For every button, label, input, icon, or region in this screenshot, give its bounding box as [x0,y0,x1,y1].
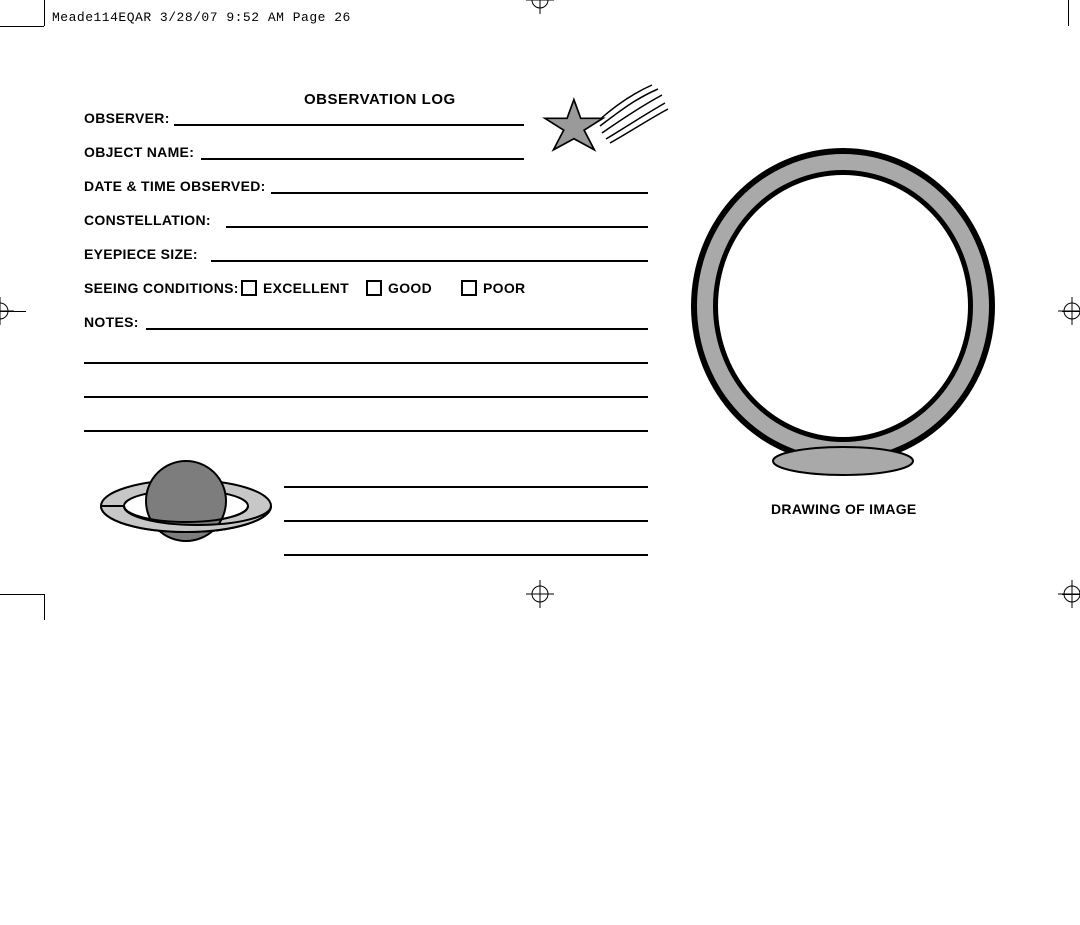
shooting-star-icon [540,81,670,181]
label-date-time: DATE & TIME OBSERVED: [84,178,266,194]
label-constellation: CONSTELLATION: [84,212,211,228]
checkbox-good[interactable]: GOOD [366,280,432,297]
saturn-icon [96,456,276,556]
crop-mark [0,26,44,27]
checkbox-good-label: GOOD [388,280,432,296]
checkbox-excellent-label: EXCELLENT [263,280,349,296]
label-observer: OBSERVER: [84,110,170,126]
label-drawing-of-image: DRAWING OF IMAGE [771,501,917,517]
fill-line [84,430,648,432]
label-object-name: OBJECT NAME: [84,144,194,160]
fill-line [84,362,648,364]
fill-line [284,520,648,522]
fill-line [226,226,648,228]
fill-line [84,396,648,398]
fill-line [146,328,648,330]
fill-line [211,260,648,262]
crop-mark [1068,0,1069,26]
registration-mark-icon [526,0,554,14]
checkbox-excellent[interactable]: EXCELLENT [241,280,349,297]
label-notes: NOTES: [84,314,139,330]
fill-line [201,158,524,160]
crop-mark [44,594,45,620]
label-seeing-conditions: SEEING CONDITIONS: [84,280,239,296]
print-header-id: Meade114EQAR 3/28/07 9:52 AM Page 26 [52,10,351,25]
eyepiece-view-icon [686,141,1001,481]
fill-line [284,486,648,488]
fill-line [174,124,524,126]
fill-line [284,554,648,556]
crop-mark [44,0,45,26]
page-content: OBSERVATION LOG OBSERVER: OBJECT NAME: D… [46,26,1068,594]
crop-mark [0,594,44,595]
registration-mark-icon [0,297,14,325]
label-eyepiece-size: EYEPIECE SIZE: [84,246,198,262]
checkbox-poor-label: POOR [483,280,525,296]
checkbox-poor[interactable]: POOR [461,280,525,297]
page-title: OBSERVATION LOG [304,91,456,108]
fill-line [271,192,648,194]
